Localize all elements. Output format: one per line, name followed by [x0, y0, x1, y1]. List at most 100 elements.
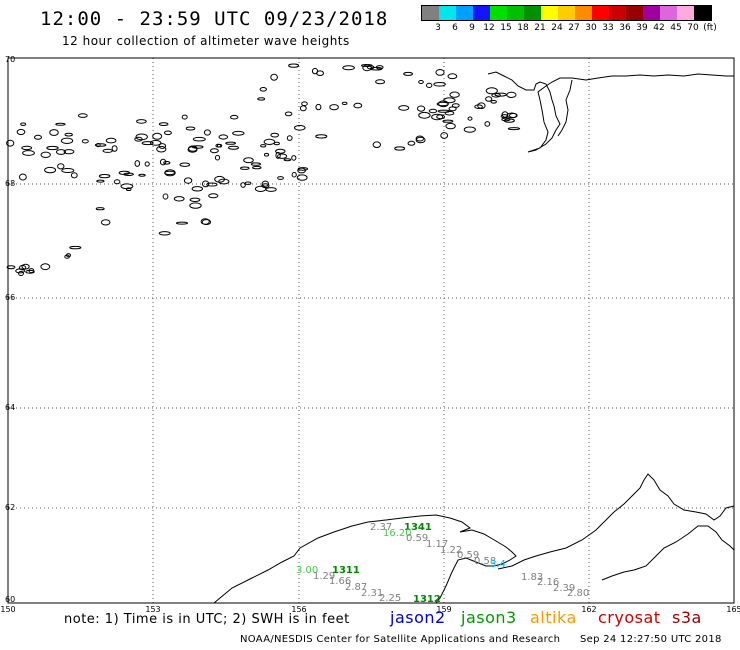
- legend-swatch: [626, 6, 643, 20]
- lake-outline: [18, 265, 27, 271]
- lake-outline: [311, 67, 319, 75]
- lake-outline: [215, 143, 222, 148]
- lake-outline: [485, 96, 493, 102]
- lake-outline: [228, 145, 239, 150]
- swh-value: 1312: [413, 594, 441, 605]
- lake-outline: [66, 253, 71, 258]
- legend-label: 33: [602, 23, 614, 33]
- lake-outline: [445, 122, 456, 130]
- legend-swatches: [421, 5, 712, 21]
- legend-swatch: [490, 6, 507, 20]
- lake-outline: [77, 113, 88, 118]
- lake-outline: [102, 148, 113, 153]
- lake-outline: [20, 122, 27, 126]
- lake-outline: [100, 219, 111, 226]
- lake-outline: [291, 155, 297, 161]
- lake-outline: [417, 105, 426, 112]
- lake-outline: [418, 111, 431, 119]
- legend-label: 3: [435, 23, 441, 33]
- timestamp: Sep 24 12:27:50 UTC 2018: [580, 634, 722, 645]
- swh-value: 1.83: [521, 572, 543, 583]
- lake-outline: [447, 73, 458, 80]
- lake-outline: [260, 144, 267, 148]
- lake-outline: [134, 160, 141, 167]
- legend-swatch: [643, 6, 660, 20]
- legend-label: (ft): [703, 23, 717, 33]
- lake-outline: [484, 121, 491, 127]
- swh-value: 0.59: [457, 550, 479, 561]
- lake-outline: [270, 132, 280, 138]
- legend-swatch: [660, 6, 677, 20]
- lake-outline: [191, 186, 204, 192]
- satellite-name: jason2: [390, 608, 446, 627]
- lake-outline: [18, 270, 24, 277]
- legend-swatch: [694, 6, 711, 20]
- legend-swatch: [558, 6, 575, 20]
- legend-swatch: [541, 6, 558, 20]
- lake-outline: [162, 193, 169, 200]
- lake-outline: [426, 82, 433, 89]
- legend-label: 27: [568, 23, 580, 33]
- legend-swatch: [473, 6, 490, 20]
- swh-value: 3.4: [490, 559, 506, 570]
- lake-outline: [28, 268, 35, 274]
- lake-outline: [49, 129, 59, 136]
- lake-outline: [398, 105, 410, 111]
- lake-outline: [189, 197, 201, 203]
- lake-outline: [98, 174, 111, 179]
- lake-outline: [418, 80, 424, 84]
- lake-outline: [435, 69, 445, 76]
- lake-outline: [506, 91, 517, 99]
- lake-outline: [208, 193, 219, 199]
- latitude-label: 60: [5, 595, 15, 604]
- legend-swatch: [524, 6, 541, 20]
- lake-outline: [277, 176, 284, 180]
- lake-outline: [485, 87, 498, 95]
- swh-value: 0.58: [474, 556, 496, 567]
- lake-outline: [175, 221, 189, 225]
- lake-outline: [284, 111, 293, 117]
- lake-outline: [240, 182, 246, 188]
- longitude-label: 153: [145, 605, 160, 614]
- legend-label: 39: [636, 23, 648, 33]
- swh-value: 1.17: [426, 539, 448, 550]
- longitude-label: 162: [581, 605, 596, 614]
- lake-outline: [113, 179, 121, 185]
- lake-outline: [263, 152, 270, 157]
- lake-outline: [152, 132, 163, 140]
- lake-outline: [372, 141, 381, 148]
- lake-outline: [286, 135, 293, 141]
- lake-outline: [55, 149, 67, 155]
- lake-outline: [64, 132, 73, 137]
- swh-value: 3.00: [296, 565, 318, 576]
- lake-outline: [163, 161, 171, 165]
- lake-outline: [81, 139, 89, 144]
- lake-outline: [270, 73, 278, 81]
- lake-outline: [60, 137, 74, 145]
- lake-outline: [288, 63, 300, 68]
- lake-outline: [283, 158, 292, 162]
- lake-outline: [150, 140, 162, 146]
- legend-swatch: [439, 6, 456, 20]
- lake-outline: [34, 134, 42, 140]
- latitude-label: 62: [5, 503, 15, 512]
- swh-value: 2.37: [370, 522, 392, 533]
- lake-outline: [297, 167, 309, 171]
- lake-outline: [451, 103, 460, 108]
- longitude-label: 159: [436, 605, 451, 614]
- lake-outline: [40, 151, 51, 159]
- lake-outline: [158, 143, 167, 149]
- lake-outline: [232, 130, 245, 136]
- legend-label: 24: [551, 23, 563, 33]
- legend-label: 45: [670, 23, 682, 33]
- lake-outline: [135, 133, 148, 141]
- lake-outline: [301, 101, 308, 106]
- lake-outline: [275, 148, 286, 154]
- legend-label: 36: [619, 23, 631, 33]
- lake-outline: [22, 150, 35, 156]
- lake-outline: [25, 269, 35, 274]
- lake-outline: [105, 137, 117, 144]
- lake-outline: [467, 116, 473, 121]
- credit-line: NOAA/NESDIS Center for Satellite Applica…: [240, 634, 561, 645]
- longitude-label: 150: [0, 605, 15, 614]
